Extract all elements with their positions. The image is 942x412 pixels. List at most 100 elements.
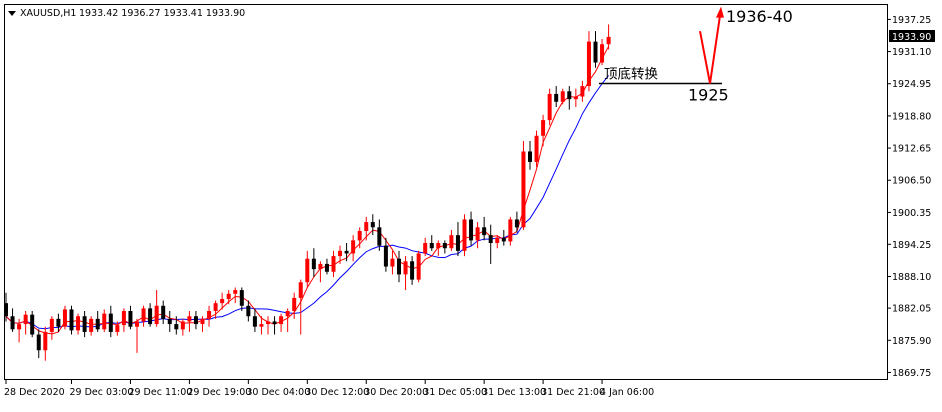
candle-body [82,316,87,332]
candle-body [324,263,329,272]
x-tick-label: 30 Dec 12:00 [305,387,369,398]
candle-body [30,314,35,335]
annotations: 顶底转换 1925 1936-40 [599,6,793,104]
candle-body [331,256,336,272]
y-tick-label: 1931.10 [892,47,931,58]
candle-body [279,316,284,325]
candle-body [586,41,591,87]
candle-body [17,324,22,330]
candle-body [560,91,565,102]
y-tick-label: 1875.90 [892,336,931,347]
current-price-marker [889,30,935,42]
candle-body [43,331,48,351]
candle-body [508,219,513,242]
candle-body [370,222,375,228]
y-tick-label: 1924.95 [892,79,931,90]
candle-body [95,318,100,330]
forecast-arrow [699,15,721,84]
candle-body [482,227,487,236]
candle-body [423,243,428,254]
candle-body [567,91,572,100]
candle-body [573,96,578,100]
candle-body [514,219,519,228]
candle-body [377,227,382,246]
candle-body [311,258,316,270]
candle-body [272,321,277,325]
candle-body [593,41,598,63]
x-tick-label: 31 Dec 05:00 [423,387,487,398]
candle-body [246,305,251,317]
candle-body [285,311,290,317]
candle-body [455,235,460,251]
y-axis: 1937.25 1931.10 1924.95 1918.80 1912.65 1906.… [887,15,931,379]
candle-body [220,298,225,304]
candle-body [56,318,61,327]
x-tick-label: 29 Dec 03:00 [70,387,134,398]
candles [4,24,611,361]
slow-moving-average-line [5,75,609,330]
candle-body [403,261,408,275]
y-tick-label: 1937.25 [892,15,931,26]
candle-body [383,245,388,267]
candle-body [554,93,559,102]
candle-body [429,243,434,249]
candle-body [193,316,198,325]
candle-body [462,219,467,251]
x-tick-label: 30 Dec 04:00 [246,387,310,398]
candle-body [69,309,74,331]
candle-body [200,318,205,325]
candle-body [298,282,303,298]
candle-body [115,325,120,332]
candle-body [357,230,362,241]
candle-body [344,250,349,254]
candle-body [180,321,185,330]
candle-body [469,219,474,241]
x-tick-label: 4 Jan 06:00 [600,387,654,398]
candle-body [528,151,532,162]
candle-body [128,311,133,327]
candle-body [410,261,415,280]
candle-body [154,305,159,325]
candle-body [207,311,212,319]
candle-body [351,240,356,254]
symbol-title: XAUUSD,H1 [20,8,76,19]
candle-body [252,316,257,327]
candle-body [397,258,401,275]
candle-body [266,321,270,325]
candle-body [167,318,172,325]
candle-body [4,303,8,317]
candle-body [239,290,244,306]
candle-body [135,321,139,327]
candle-body [76,316,81,331]
candle-body [547,93,552,121]
candle-body [36,334,41,351]
candle-body [10,316,15,330]
candle-body [449,235,454,249]
candle-body [259,324,264,327]
candle-body [488,235,493,243]
candle-body [121,311,126,326]
candle-body [606,36,611,45]
candle-body [600,44,605,63]
candle-body [318,263,323,270]
candle-body [62,309,67,327]
x-tick-label: 31 Dec 21:00 [541,387,605,398]
y-tick-label: 1912.65 [892,144,931,155]
candle-body [141,308,146,322]
candle-body [501,237,506,242]
candle-body [108,313,113,332]
y-tick-label: 1882.05 [892,304,931,315]
candle-body [89,318,94,332]
candle-body [534,135,539,162]
y-tick-label: 1888.10 [892,272,931,283]
candle-body [495,237,500,243]
candle-body [148,308,153,325]
candle-body [475,227,480,241]
candle-body [102,313,107,330]
role-reversal-label: 顶底转换 [604,66,658,82]
candle-body [49,318,54,332]
candle-body [541,120,546,136]
x-tick-label: 31 Dec 13:00 [482,387,546,398]
